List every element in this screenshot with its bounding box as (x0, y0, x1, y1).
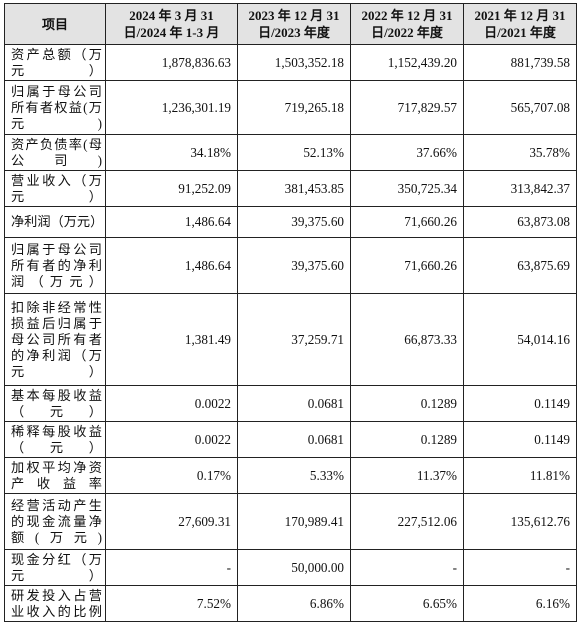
header-2021: 2021 年 12 月 31 日/2021 年度 (463, 3, 577, 45)
header-item: 项目 (4, 3, 106, 45)
table-row: 净利润（万元） 1,486.64 39,375.60 71,660.26 63,… (4, 206, 577, 238)
row-label: 净利润（万元） (4, 206, 106, 238)
cell-value: 6.16% (463, 585, 577, 622)
row-label: 归属于母公司所有者权益(万元) (4, 80, 106, 135)
page-cutoff (0, 622, 580, 632)
cell-value: 5.33% (237, 457, 351, 494)
cell-value: 11.81% (463, 457, 577, 494)
header-2024q1: 2024 年 3 月 31 日/2024 年 1-3 月 (105, 3, 238, 45)
cell-value: 71,660.26 (350, 206, 464, 238)
cell-value: 0.17% (105, 457, 238, 494)
cell-value: - (463, 549, 577, 586)
cell-value: 6.86% (237, 585, 351, 622)
cell-value: 350,725.34 (350, 170, 464, 207)
table-row: 归属于母公司所有者的净利润（万元） 1,486.64 39,375.60 71,… (4, 237, 577, 294)
cell-value: 63,873.08 (463, 206, 577, 238)
header-row: 项目 2024 年 3 月 31 日/2024 年 1-3 月 2023 年 1… (4, 3, 577, 45)
cell-value: 52.13% (237, 134, 351, 171)
row-label: 研发投入占营业收入的比例 (4, 585, 106, 622)
row-label: 资产负债率(母公司) (4, 134, 106, 171)
cell-value: 0.0022 (105, 421, 238, 458)
cell-value: 1,236,301.19 (105, 80, 238, 135)
row-label: 扣除非经常性损益后归属于母公司所有者的净利润（万元） (4, 293, 106, 386)
cell-value: 1,486.64 (105, 237, 238, 294)
cell-value: 227,512.06 (350, 493, 464, 550)
financial-table: 项目 2024 年 3 月 31 日/2024 年 1-3 月 2023 年 1… (4, 3, 577, 622)
cell-value: 54,014.16 (463, 293, 577, 386)
cell-value: 91,252.09 (105, 170, 238, 207)
cell-value: 39,375.60 (237, 206, 351, 238)
cell-value: 717,829.57 (350, 80, 464, 135)
header-2022: 2022 年 12 月 31 日/2022 年度 (350, 3, 464, 45)
table-row: 研发投入占营业收入的比例 7.52% 6.86% 6.65% 6.16% (4, 585, 577, 622)
cell-value: 34.18% (105, 134, 238, 171)
cell-value: 0.1149 (463, 385, 577, 422)
table-row: 经营活动产生的现金流量净额(万元) 27,609.31 170,989.41 2… (4, 493, 577, 550)
cell-value: 1,486.64 (105, 206, 238, 238)
cell-value: 35.78% (463, 134, 577, 171)
cell-value: 6.65% (350, 585, 464, 622)
cell-value: - (350, 549, 464, 586)
table-row: 营业收入（万元） 91,252.09 381,453.85 350,725.34… (4, 170, 577, 207)
table-row: 现金分红（万元） - 50,000.00 - - (4, 549, 577, 586)
row-label: 经营活动产生的现金流量净额(万元) (4, 493, 106, 550)
cell-value: 27,609.31 (105, 493, 238, 550)
cell-value: - (105, 549, 238, 586)
cell-value: 565,707.08 (463, 80, 577, 135)
table-row: 扣除非经常性损益后归属于母公司所有者的净利润（万元） 1,381.49 37,2… (4, 293, 577, 386)
cell-value: 37,259.71 (237, 293, 351, 386)
cell-value: 1,152,439.20 (350, 44, 464, 81)
row-label: 现金分红（万元） (4, 549, 106, 586)
cell-value: 63,875.69 (463, 237, 577, 294)
cell-value: 313,842.37 (463, 170, 577, 207)
table-row: 稀释每股收益（元） 0.0022 0.0681 0.1289 0.1149 (4, 421, 577, 458)
cell-value: 50,000.00 (237, 549, 351, 586)
row-label: 基本每股收益（元） (4, 385, 106, 422)
cell-value: 0.1289 (350, 421, 464, 458)
cell-value: 66,873.33 (350, 293, 464, 386)
cell-value: 1,381.49 (105, 293, 238, 386)
cell-value: 1,503,352.18 (237, 44, 351, 81)
cell-value: 0.0022 (105, 385, 238, 422)
cell-value: 170,989.41 (237, 493, 351, 550)
table-row: 加权平均净资产收益率 0.17% 5.33% 11.37% 11.81% (4, 457, 577, 494)
cell-value: 37.66% (350, 134, 464, 171)
cell-value: 71,660.26 (350, 237, 464, 294)
cell-value: 0.1149 (463, 421, 577, 458)
table-row: 资产总额（万元） 1,878,836.63 1,503,352.18 1,152… (4, 44, 577, 81)
row-label: 加权平均净资产收益率 (4, 457, 106, 494)
cell-value: 719,265.18 (237, 80, 351, 135)
table-row: 归属于母公司所有者权益(万元) 1,236,301.19 719,265.18 … (4, 80, 577, 135)
cell-value: 135,612.76 (463, 493, 577, 550)
row-label: 营业收入（万元） (4, 170, 106, 207)
table-row: 资产负债率(母公司) 34.18% 52.13% 37.66% 35.78% (4, 134, 577, 171)
row-label: 稀释每股收益（元） (4, 421, 106, 458)
cell-value: 7.52% (105, 585, 238, 622)
cell-value: 0.0681 (237, 421, 351, 458)
header-2023: 2023 年 12 月 31 日/2023 年度 (237, 3, 351, 45)
cell-value: 0.1289 (350, 385, 464, 422)
row-label: 资产总额（万元） (4, 44, 106, 81)
cell-value: 881,739.58 (463, 44, 577, 81)
cell-value: 39,375.60 (237, 237, 351, 294)
row-label: 归属于母公司所有者的净利润（万元） (4, 237, 106, 294)
cell-value: 1,878,836.63 (105, 44, 238, 81)
cell-value: 381,453.85 (237, 170, 351, 207)
cell-value: 0.0681 (237, 385, 351, 422)
cell-value: 11.37% (350, 457, 464, 494)
table-row: 基本每股收益（元） 0.0022 0.0681 0.1289 0.1149 (4, 385, 577, 422)
